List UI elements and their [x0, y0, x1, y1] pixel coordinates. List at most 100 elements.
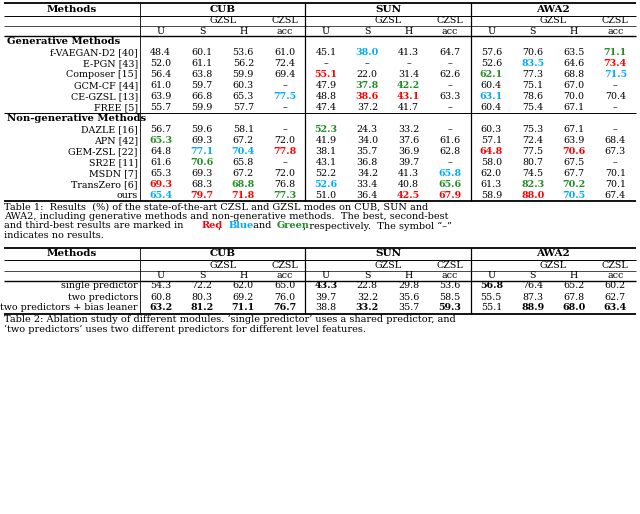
Text: 73.4: 73.4: [604, 59, 627, 68]
Text: 55.7: 55.7: [150, 103, 172, 112]
Text: GZSL: GZSL: [209, 261, 236, 270]
Text: 35.7: 35.7: [398, 303, 419, 313]
Text: 69.4: 69.4: [274, 70, 295, 79]
Text: –: –: [613, 125, 618, 134]
Text: 69.2: 69.2: [233, 292, 254, 302]
Text: 39.7: 39.7: [316, 292, 337, 302]
Text: S: S: [199, 271, 205, 280]
Text: 67.8: 67.8: [563, 292, 584, 302]
Text: acc: acc: [607, 271, 623, 280]
Text: 67.4: 67.4: [605, 191, 626, 200]
Text: 77.5: 77.5: [273, 92, 296, 101]
Text: 64.6: 64.6: [563, 59, 584, 68]
Text: ,: ,: [218, 222, 224, 230]
Text: 56.2: 56.2: [233, 59, 254, 68]
Text: 33.4: 33.4: [356, 180, 378, 189]
Text: 81.2: 81.2: [190, 303, 214, 313]
Text: 70.0: 70.0: [563, 92, 584, 101]
Text: 72.4: 72.4: [522, 136, 543, 145]
Text: 38.8: 38.8: [316, 303, 337, 313]
Text: 70.2: 70.2: [563, 180, 586, 189]
Text: 71.5: 71.5: [604, 70, 627, 79]
Text: 70.6: 70.6: [563, 147, 586, 156]
Text: 67.3: 67.3: [605, 147, 626, 156]
Text: 67.1: 67.1: [563, 125, 584, 134]
Text: –: –: [282, 103, 287, 112]
Text: 37.8: 37.8: [356, 81, 379, 90]
Text: 70.5: 70.5: [563, 191, 586, 200]
Text: 71.1: 71.1: [604, 48, 627, 57]
Text: ‘two predictors’ uses two different predictors for different level features.: ‘two predictors’ uses two different pred…: [4, 324, 366, 334]
Text: 70.1: 70.1: [605, 180, 626, 189]
Text: CZSL: CZSL: [436, 261, 463, 270]
Text: 72.4: 72.4: [274, 59, 295, 68]
Text: 48.4: 48.4: [150, 48, 171, 57]
Text: 36.8: 36.8: [356, 158, 378, 167]
Text: 43.1: 43.1: [397, 92, 420, 101]
Text: –: –: [613, 81, 618, 90]
Text: S: S: [529, 27, 536, 35]
Text: 58.9: 58.9: [481, 191, 502, 200]
Text: 31.4: 31.4: [398, 70, 419, 79]
Text: 78.6: 78.6: [522, 92, 543, 101]
Text: 66.8: 66.8: [191, 92, 212, 101]
Text: 65.8: 65.8: [438, 169, 461, 178]
Text: 38.6: 38.6: [356, 92, 379, 101]
Text: 67.0: 67.0: [563, 81, 584, 90]
Text: 70.4: 70.4: [605, 92, 626, 101]
Text: 35.6: 35.6: [398, 292, 419, 302]
Text: Table 1:  Results  (%) of the state-of-the-art CZSL and GZSL modes on CUB, SUN a: Table 1: Results (%) of the state-of-the…: [4, 203, 428, 211]
Text: Composer [15]: Composer [15]: [67, 70, 138, 79]
Text: indicates no results.: indicates no results.: [4, 231, 104, 240]
Text: 77.8: 77.8: [273, 147, 296, 156]
Text: 53.6: 53.6: [439, 282, 461, 290]
Text: 70.6: 70.6: [522, 48, 543, 57]
Text: 24.3: 24.3: [356, 125, 378, 134]
Text: 80.7: 80.7: [522, 158, 543, 167]
Text: 38.0: 38.0: [356, 48, 379, 57]
Text: H: H: [404, 271, 413, 280]
Text: 41.3: 41.3: [398, 48, 419, 57]
Text: 60.1: 60.1: [191, 48, 212, 57]
Text: 68.3: 68.3: [191, 180, 212, 189]
Text: 53.6: 53.6: [233, 48, 254, 57]
Text: DAZLE [16]: DAZLE [16]: [81, 125, 138, 134]
Text: S: S: [199, 27, 205, 35]
Text: 35.7: 35.7: [356, 147, 378, 156]
Text: 69.3: 69.3: [191, 136, 212, 145]
Text: 65.3: 65.3: [233, 92, 254, 101]
Text: SUN: SUN: [375, 5, 401, 14]
Text: 55.5: 55.5: [481, 292, 502, 302]
Text: 52.2: 52.2: [316, 169, 337, 178]
Text: H: H: [404, 27, 413, 35]
Text: 72.0: 72.0: [274, 136, 295, 145]
Text: 75.4: 75.4: [522, 103, 543, 112]
Text: 62.0: 62.0: [481, 169, 502, 178]
Text: –: –: [282, 158, 287, 167]
Text: ours: ours: [116, 191, 138, 200]
Text: H: H: [239, 271, 248, 280]
Text: 22.0: 22.0: [357, 70, 378, 79]
Text: 75.1: 75.1: [522, 81, 543, 90]
Text: 68.4: 68.4: [605, 136, 626, 145]
Text: U: U: [487, 27, 495, 35]
Text: 59.3: 59.3: [438, 303, 461, 313]
Text: 72.2: 72.2: [191, 282, 212, 290]
Text: 76.7: 76.7: [273, 303, 296, 313]
Text: CZSL: CZSL: [271, 16, 298, 25]
Text: –: –: [282, 125, 287, 134]
Text: 70.1: 70.1: [605, 169, 626, 178]
Text: 76.0: 76.0: [274, 292, 295, 302]
Text: 80.3: 80.3: [191, 292, 212, 302]
Text: 58.5: 58.5: [440, 292, 461, 302]
Text: 64.8: 64.8: [150, 147, 172, 156]
Text: 61.6: 61.6: [150, 158, 172, 167]
Text: 54.3: 54.3: [150, 282, 172, 290]
Text: H: H: [570, 271, 578, 280]
Text: 77.1: 77.1: [190, 147, 214, 156]
Text: 57.6: 57.6: [481, 48, 502, 57]
Text: MSDN [7]: MSDN [7]: [90, 169, 138, 178]
Text: 70.4: 70.4: [232, 147, 255, 156]
Text: –: –: [447, 103, 452, 112]
Text: 69.3: 69.3: [149, 180, 172, 189]
